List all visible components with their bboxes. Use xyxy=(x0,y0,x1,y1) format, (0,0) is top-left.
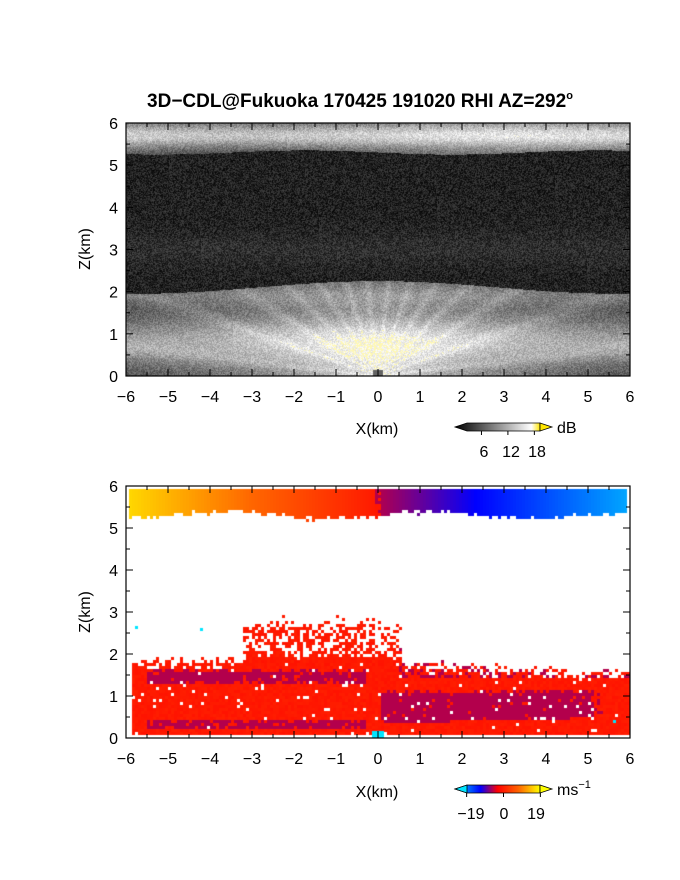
x-tick-label: 1 xyxy=(416,751,425,768)
colorbar-unit: dB xyxy=(557,420,577,437)
x-axis-label: X(km) xyxy=(356,421,399,438)
y-tick-label: 2 xyxy=(109,647,118,664)
y-axis-label: Z(km) xyxy=(77,591,94,633)
x-tick-label: −6 xyxy=(117,389,135,406)
y-tick-label: 0 xyxy=(109,731,118,748)
x-tick-label: −1 xyxy=(327,751,345,768)
velocity-colorbar: −19 0 19 ms−1 xyxy=(453,779,591,823)
y-tick-label: 3 xyxy=(109,243,118,260)
x-tick-label: −4 xyxy=(201,389,219,406)
x-tick-labels: −6 −5 −4 −3 −2 −1 0 1 2 3 4 5 6 xyxy=(117,751,635,768)
colorbar-tick-label: 18 xyxy=(528,444,546,461)
x-tick-label: 3 xyxy=(500,751,509,768)
x-tick-label: −1 xyxy=(327,389,345,406)
y-axis-label: Z(km) xyxy=(77,228,94,270)
x-tick-label: 6 xyxy=(626,751,635,768)
x-tick-label: −5 xyxy=(159,751,177,768)
y-tick-label: 4 xyxy=(109,563,118,580)
x-tick-labels: −6 −5 −4 −3 −2 −1 0 1 2 3 4 5 6 xyxy=(117,389,635,406)
y-tick-label: 1 xyxy=(109,327,118,344)
axis-ticks xyxy=(125,485,631,739)
y-tick-label: 4 xyxy=(109,200,118,217)
x-tick-label: 2 xyxy=(458,389,467,406)
x-tick-label: 5 xyxy=(584,389,593,406)
colorbar-tick-label: 12 xyxy=(502,444,520,461)
velocity-heatmap xyxy=(126,486,630,738)
backscatter-colorbar: 6 12 18 dB xyxy=(453,420,577,461)
y-tick-label: 6 xyxy=(109,479,118,496)
y-tick-labels: 0 1 2 3 4 5 6 xyxy=(109,116,118,386)
colorbar-tick-label: −19 xyxy=(457,806,484,823)
axis-ticks xyxy=(125,122,631,377)
x-tick-label: −5 xyxy=(159,389,177,406)
x-axis-label: X(km) xyxy=(356,784,399,801)
colorbar-body xyxy=(453,784,541,794)
colorbar-tick-label: 0 xyxy=(500,806,509,823)
colorbar-max-arrow xyxy=(539,422,554,432)
y-tick-label: 3 xyxy=(109,605,118,622)
y-tick-label: 1 xyxy=(109,689,118,706)
y-tick-label: 6 xyxy=(109,116,118,133)
x-tick-label: 5 xyxy=(584,751,593,768)
x-tick-label: 0 xyxy=(374,751,383,768)
x-tick-label: 2 xyxy=(458,751,467,768)
colorbar-ticks xyxy=(466,793,541,797)
colorbar-unit: ms−1 xyxy=(557,779,591,799)
backscatter-heatmap xyxy=(126,123,630,376)
colorbar-min-arrow xyxy=(453,784,468,794)
x-tick-label: −2 xyxy=(285,751,303,768)
colorbar-ticks xyxy=(480,431,535,435)
y-tick-label: 2 xyxy=(109,285,118,302)
chart-title: 3D−CDL@Fukuoka 170425 191020 RHI AZ=292o xyxy=(147,90,573,112)
x-tick-label: −4 xyxy=(201,751,219,768)
colorbar-body xyxy=(453,422,541,432)
x-tick-label: 1 xyxy=(416,389,425,406)
colorbar-tick-label: 6 xyxy=(480,444,489,461)
x-tick-label: 4 xyxy=(542,389,551,406)
colorbar-max-arrow xyxy=(539,784,554,794)
y-tick-label: 0 xyxy=(109,369,118,386)
x-tick-label: −2 xyxy=(285,389,303,406)
x-tick-label: 0 xyxy=(374,389,383,406)
y-tick-label: 5 xyxy=(109,158,118,175)
x-tick-label: −3 xyxy=(243,751,261,768)
colorbar-tick-label: 19 xyxy=(527,806,545,823)
y-tick-labels: 0 1 2 3 4 5 6 xyxy=(109,479,118,748)
x-tick-label: −3 xyxy=(243,389,261,406)
x-tick-label: 4 xyxy=(542,751,551,768)
y-tick-label: 5 xyxy=(109,521,118,538)
x-tick-label: 3 xyxy=(500,389,509,406)
x-tick-label: −6 xyxy=(117,751,135,768)
x-tick-label: 6 xyxy=(626,389,635,406)
